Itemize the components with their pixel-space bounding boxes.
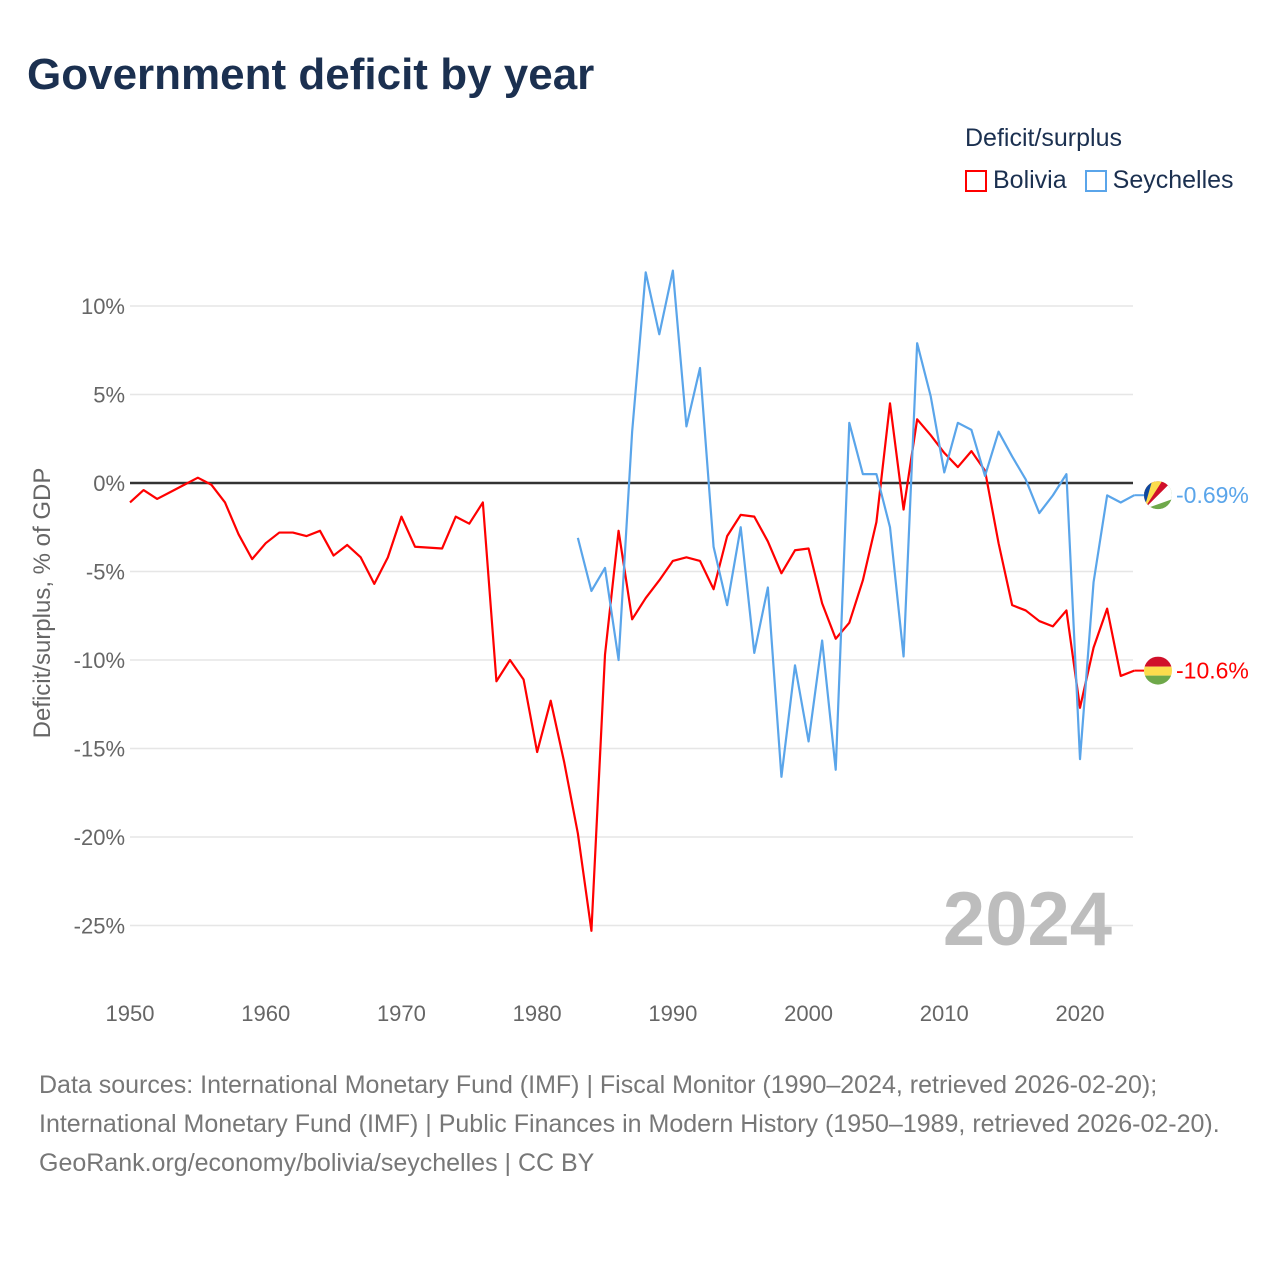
- line-chart: 10% 5% 0% -5% -10% -15% -20% -25% 1950 1960 1970 1…: [29, 269, 1249, 1026]
- y-axis-label: Deficit/surplus, % of GDP: [29, 468, 56, 739]
- x-tick-label: 1980: [513, 1001, 562, 1026]
- x-tick-label: 1990: [648, 1001, 697, 1026]
- flag-bolivia-icon: [1144, 656, 1172, 685]
- legend-label-bolivia: Bolivia: [993, 166, 1067, 194]
- legend-label-seychelles: Seychelles: [1112, 166, 1234, 194]
- data-sources: Data sources: International Monetary Fun…: [39, 1071, 1220, 1138]
- x-tick-label: 2010: [920, 1001, 969, 1026]
- legend-item-bolivia[interactable]: Bolivia: [965, 166, 1067, 195]
- credit-link[interactable]: GeoRank.org/economy/bolivia/seychelles |…: [39, 1149, 595, 1177]
- y-tick-label: -10%: [74, 648, 125, 673]
- legend-swatch-seychelles: [1084, 169, 1107, 192]
- chart-title: Government deficit by year: [27, 50, 595, 99]
- x-tick-label: 2000: [784, 1001, 833, 1026]
- flag-seychelles-icon: [1144, 481, 1172, 510]
- x-tick-label: 2020: [1056, 1001, 1105, 1026]
- series-line-seychelles[interactable]: [576, 269, 1135, 778]
- legend-title: Deficit/surplus: [965, 124, 1122, 152]
- y-tick-label: -20%: [74, 825, 125, 850]
- year-watermark: 2024: [943, 877, 1112, 962]
- y-tick-label: -5%: [86, 560, 125, 585]
- y-tick-label: 0%: [93, 471, 125, 496]
- y-tick-label: 10%: [81, 294, 125, 319]
- end-label-bolivia: -10.6%: [1176, 658, 1249, 684]
- legend: Bolivia Seychelles: [965, 166, 1234, 195]
- x-tick-label: 1960: [241, 1001, 290, 1026]
- y-tick-label: 5%: [93, 383, 125, 408]
- y-tick-label: -25%: [74, 914, 125, 939]
- x-tick-label: 1950: [106, 1001, 155, 1026]
- legend-swatch-bolivia: [965, 169, 987, 192]
- y-tick-label: -15%: [74, 737, 125, 762]
- footer: Data sources: International Monetary Fun…: [39, 1066, 1239, 1183]
- end-label-seychelles: -0.69%: [1176, 482, 1249, 508]
- x-tick-label: 1970: [377, 1001, 426, 1026]
- series-line-bolivia[interactable]: [129, 402, 1135, 932]
- legend-item-seychelles[interactable]: Seychelles: [1084, 166, 1234, 195]
